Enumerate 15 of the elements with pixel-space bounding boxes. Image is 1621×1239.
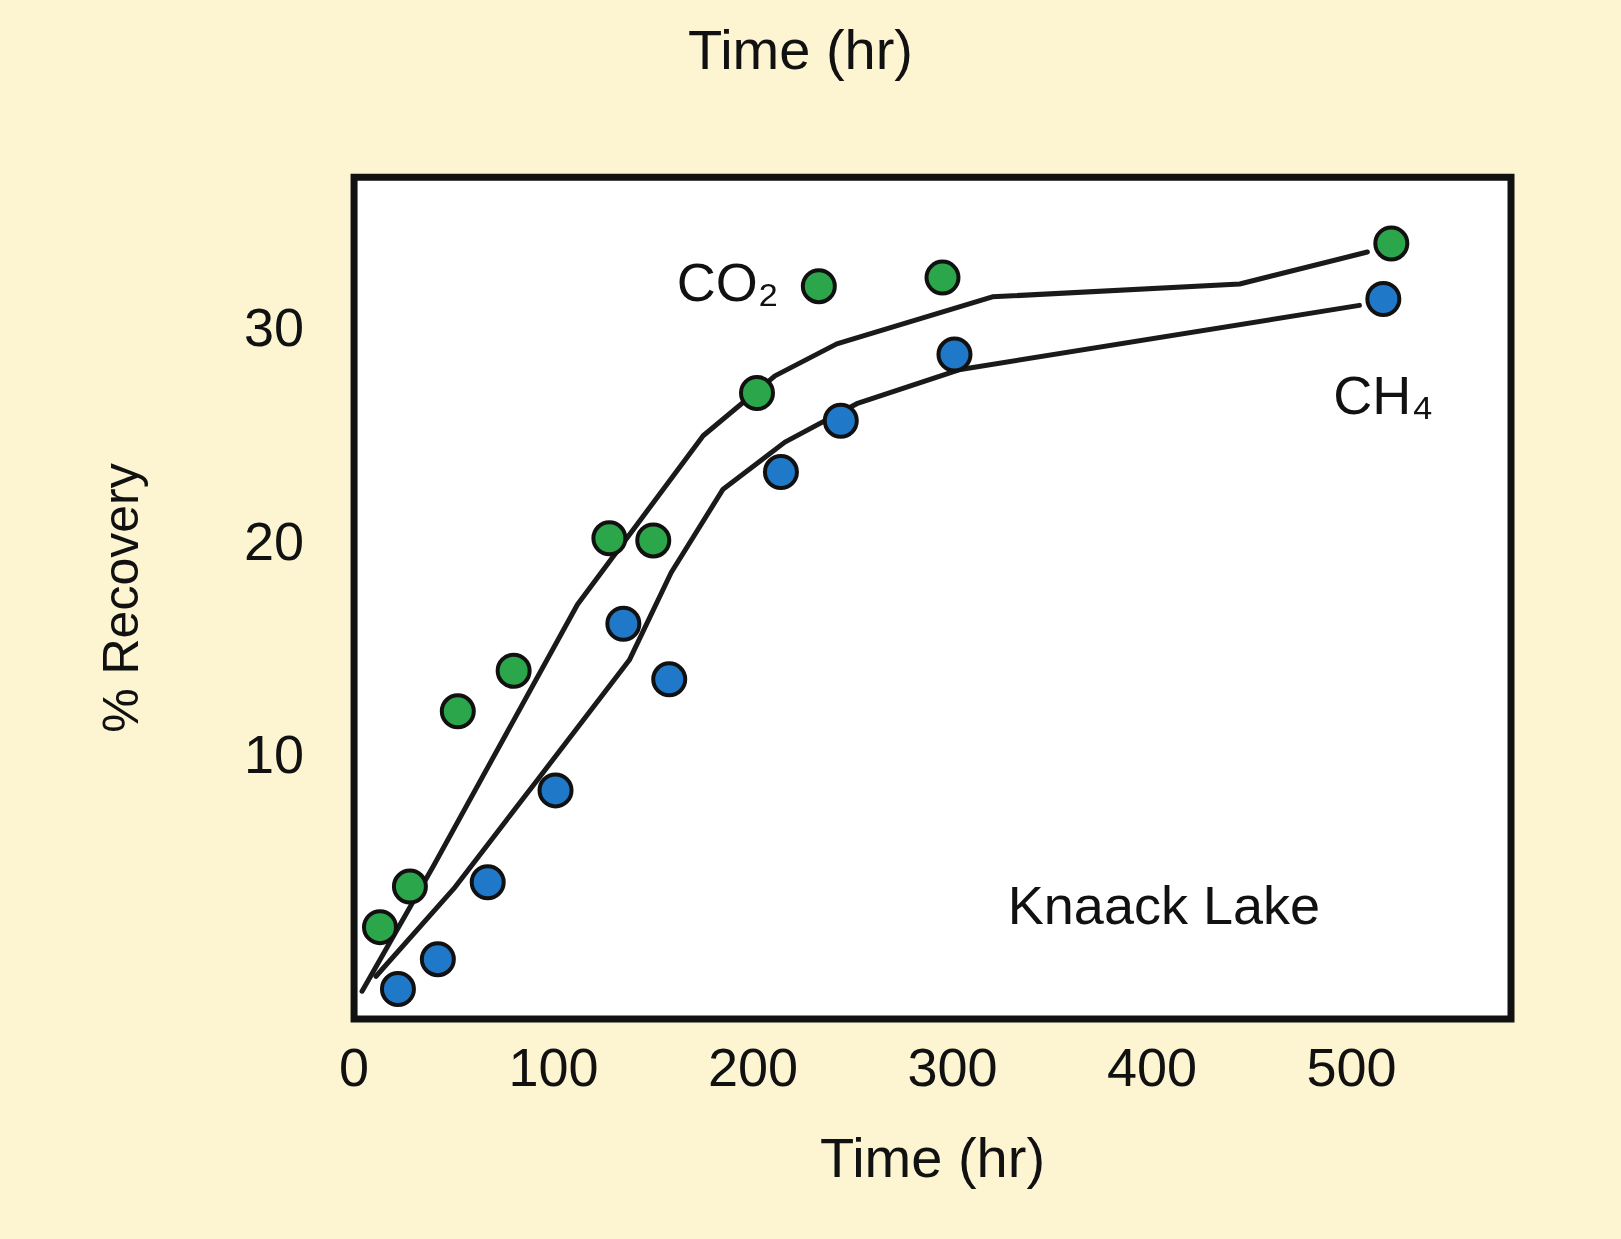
y-tick-label: 20 [243,510,305,571]
chart-title: Time (hr) [687,18,914,82]
y-tick-label: 30 [243,296,305,357]
x-tick-label: 300 [907,1037,998,1098]
x-axis-title: Time (hr) [820,1125,1046,1189]
x-tick-label: 400 [1106,1037,1198,1098]
x-tick-label: 0 [339,1037,370,1098]
x-tick-label: 100 [508,1037,599,1098]
series-label: CH₄ [1333,364,1434,425]
x-tick-label: 500 [1306,1037,1397,1098]
annotation: Knaack Lake [1007,874,1321,935]
series-label: CO₂ [676,252,779,313]
y-tick-label: 10 [243,724,305,785]
y-axis-title: % Recovery [92,463,149,733]
x-tick-label: 200 [707,1037,799,1098]
